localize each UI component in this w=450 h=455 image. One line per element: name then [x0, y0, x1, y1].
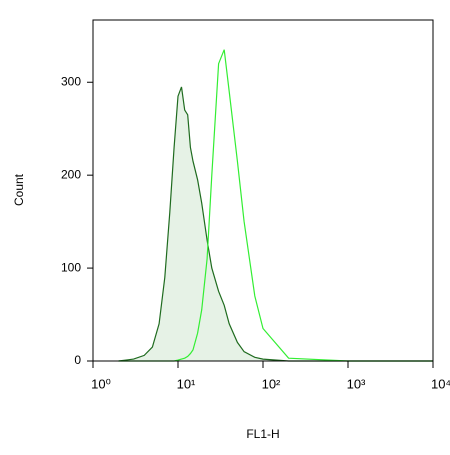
plot-frame	[92, 19, 434, 362]
x-tick-label: 10¹	[177, 376, 196, 391]
x-axis-label: FL1-H	[246, 427, 279, 441]
x-tick-label: 10²	[262, 376, 281, 391]
x-tick-label: 10³	[347, 376, 366, 391]
area-fill	[118, 86, 433, 362]
x-tick-label: 10⁴	[431, 376, 450, 391]
y-tick-label: 100	[61, 260, 81, 274]
histogram-line	[118, 86, 433, 362]
y-axis-label: Count	[12, 173, 26, 206]
y-tick-label: 200	[61, 167, 81, 181]
x-tick-label: 10⁰	[91, 376, 111, 391]
y-tick-label: 300	[61, 74, 81, 88]
y-tick-label: 0	[74, 353, 81, 367]
